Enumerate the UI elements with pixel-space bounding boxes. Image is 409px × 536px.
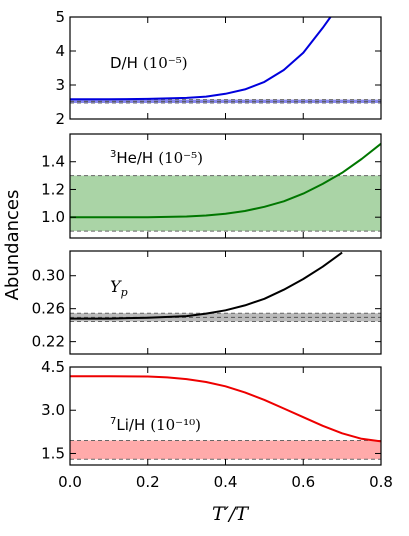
xtick-label: 0.8 [369, 473, 393, 491]
ytick-label-dh: 3 [55, 76, 65, 94]
ytick-label-he3: 1.2 [41, 180, 65, 198]
series-line-dh [70, 17, 332, 101]
ytick-label-li7: 4.5 [41, 358, 65, 376]
x-axis-label: T′/T [212, 503, 249, 525]
ytick-label-yp: 0.26 [32, 300, 65, 318]
series-line-yp [70, 251, 343, 320]
band-li7 [70, 440, 381, 460]
ytick-label-yp: 0.30 [32, 267, 65, 285]
frame-yp [69, 250, 382, 355]
panel-label-he3: 3He/H (10⁻⁵) [110, 149, 203, 167]
ytick-label-yp: 0.22 [32, 333, 65, 351]
series-line-he3 [70, 142, 381, 219]
panel-label-li7: 7Li/H (10⁻¹⁰) [110, 416, 201, 434]
ytick-label-he3: 1.4 [41, 153, 65, 171]
xtick-label: 0.6 [291, 473, 315, 491]
panel-he3: 1.0 1.2 1.4 3He/H (10⁻⁵) [41, 133, 382, 239]
band-he3 [70, 175, 381, 232]
ytick-label-dh: 2 [55, 110, 65, 128]
xtick-label: 0.2 [136, 473, 160, 491]
y-axis-label: Abundances [2, 190, 23, 301]
panel-li7: 1.5 3.0 4.5 0.0 0.2 0.4 0.6 0.8 7Li/H (10⁻¹⁰) [41, 358, 393, 491]
xtick-label: 0.0 [58, 473, 82, 491]
panel-dh: 2 3 4 5 D/H (10⁻⁵) [55, 8, 382, 128]
ytick-label-li7: 3.0 [41, 401, 65, 419]
ytick-label-he3: 1.0 [41, 208, 65, 226]
ytick-label-li7: 1.5 [41, 444, 65, 462]
ytick-label-dh: 4 [55, 42, 65, 60]
panel-yp: 0.22 0.26 0.30 Yp [32, 250, 382, 355]
panel-label-dh: D/H (10⁻⁵) [110, 54, 188, 72]
panel-label-yp: Yp [110, 277, 128, 299]
ytick-label-dh: 5 [55, 8, 65, 26]
series-line-li7 [70, 375, 381, 443]
xtick-label: 0.4 [214, 473, 238, 491]
